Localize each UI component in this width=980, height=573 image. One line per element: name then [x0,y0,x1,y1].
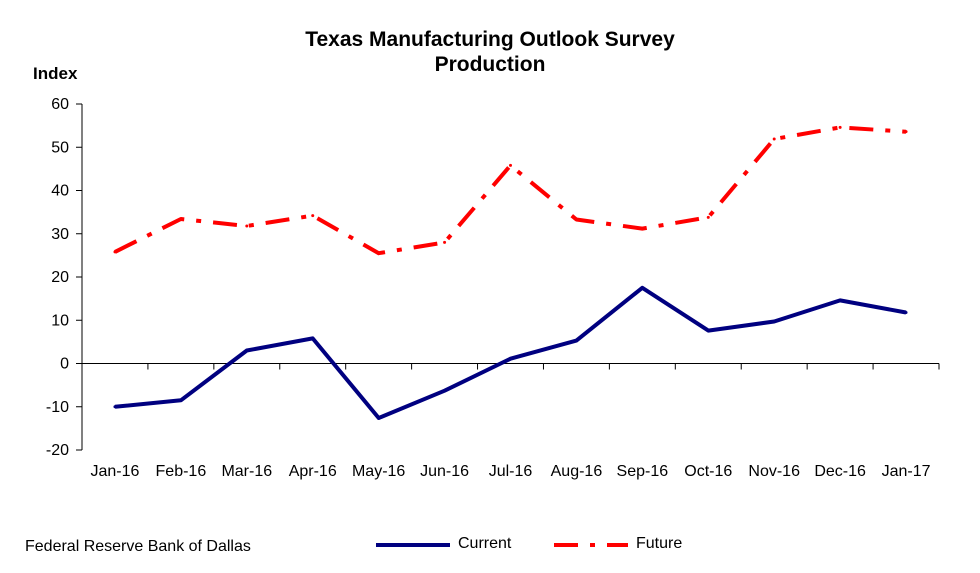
y-tick-label: 50 [51,139,69,156]
data-point-future [574,217,578,221]
data-point-current [838,298,842,302]
data-point-current [509,357,512,361]
data-point-future [640,227,644,231]
data-point-future [113,250,117,254]
x-tick-label: Mar-16 [221,463,272,480]
legend-label-future: Future [636,535,683,552]
x-tick-label: Jul-16 [489,463,533,480]
data-point-current [574,339,578,343]
y-tick-label: 30 [51,226,69,243]
data-point-future [443,240,447,244]
data-point-current [113,405,117,409]
x-tick-label: Aug-16 [551,463,603,480]
data-point-future [706,215,710,219]
chart-title: Texas Manufacturing Outlook Survey [305,28,675,51]
data-point-current [772,320,776,324]
x-tick-label: Feb-16 [156,463,207,480]
data-point-future [509,163,512,167]
chart-subtitle: Production [434,53,546,76]
data-point-future [377,251,381,255]
data-point-future [179,217,183,221]
data-point-current [245,349,249,353]
data-point-future [245,224,249,228]
y-tick-label: -10 [46,399,69,416]
x-tick-label: Jan-16 [91,463,140,480]
y-tick-label: 10 [51,312,69,329]
x-tick-label: Jan-17 [882,463,931,480]
data-point-current [706,329,710,333]
y-tick-label: -20 [46,442,69,459]
series-line-future [114,125,907,256]
x-tick-label: Nov-16 [748,463,800,480]
x-tick-label: May-16 [352,463,405,480]
y-axis-label: Index [33,64,78,83]
data-point-future [311,214,315,218]
x-tick-label: Oct-16 [684,463,732,480]
data-point-current [904,310,908,314]
y-tick-label: 40 [51,183,69,200]
data-point-future [904,130,908,134]
data-point-current [179,398,183,402]
y-tick-label: 0 [60,356,69,373]
data-point-current [377,416,381,420]
series-line-current [114,285,907,420]
data-point-current [443,389,447,393]
x-tick-label: Jun-16 [420,463,469,480]
data-point-current [640,286,644,290]
data-point-current [311,336,315,340]
y-tick-label: 60 [51,96,69,113]
source-note: Federal Reserve Bank of Dallas [25,538,251,555]
y-tick-label: 20 [51,269,69,286]
x-tick-label: Dec-16 [814,463,866,480]
legend-label-current: Current [458,535,512,552]
data-point-future [772,137,776,141]
x-tick-label: Apr-16 [289,463,337,480]
x-tick-label: Sep-16 [617,463,669,480]
data-point-future [838,125,842,129]
